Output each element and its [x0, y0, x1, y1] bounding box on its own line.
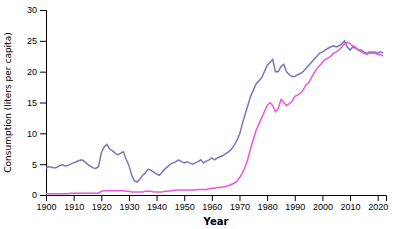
tick: 15 [27, 98, 46, 108]
tick-label: 5 [32, 160, 37, 170]
x-axis: 1900 1910 1920 1930 1940 1950 1960 1970 1980 1990… [36, 195, 388, 212]
tick-label: 25 [27, 36, 37, 46]
tick: 2020 [368, 195, 388, 212]
tick-label: 10 [27, 129, 37, 139]
tick-label: 2000 [313, 202, 333, 212]
tick: 25 [27, 36, 46, 46]
tick-label: 1910 [64, 202, 84, 212]
tick-mark [129, 195, 130, 201]
lines [46, 41, 383, 194]
tick: 1970 [230, 195, 250, 212]
tick-label: 1960 [202, 202, 222, 212]
series-line [46, 42, 383, 194]
chart: 1900 1910 1920 1930 1940 1950 1960 1970 1980 1990… [0, 0, 400, 229]
tick-mark [40, 41, 46, 42]
tick: 0 [32, 190, 46, 200]
plot-area: 1900 1910 1920 1930 1940 1950 1960 1970 1980 1990… [27, 5, 388, 212]
tick-mark [40, 195, 46, 196]
tick-label: 20 [27, 67, 37, 77]
axis-line [47, 196, 387, 202]
tick: 2000 [313, 195, 333, 212]
tick-mark [184, 195, 185, 201]
tick: 1980 [258, 195, 278, 212]
tick-mark [40, 133, 46, 134]
tick-mark [267, 195, 268, 201]
tick-mark [295, 195, 296, 201]
x-axis-title: Year [203, 216, 229, 227]
tick: 1940 [147, 195, 167, 212]
tick-mark [239, 195, 240, 201]
tick-mark [40, 72, 46, 73]
tick-mark [101, 195, 102, 201]
y-axis-title: Consumption (liters per capita) [3, 32, 13, 172]
tick-label: 1970 [230, 202, 250, 212]
tick: 1990 [285, 195, 305, 212]
tick-mark [40, 10, 46, 11]
tick-label: 1950 [175, 202, 195, 212]
tick-mark [350, 195, 351, 201]
tick: 30 [27, 5, 46, 15]
y-axis: 0 5 10 15 20 25 30 [27, 5, 47, 200]
tick-mark [322, 195, 323, 201]
tick-label: 1990 [285, 202, 305, 212]
tick: 1920 [92, 195, 112, 212]
tick-label: 1980 [258, 202, 278, 212]
tick-label: 2020 [368, 202, 388, 212]
tick-label: 0 [32, 190, 37, 200]
tick: 2010 [341, 195, 361, 212]
tick: 5 [32, 160, 46, 170]
tick-label: 1940 [147, 202, 167, 212]
tick: 1950 [175, 195, 195, 212]
tick: 1900 [36, 195, 56, 212]
tick: 10 [27, 129, 46, 139]
tick-mark [74, 195, 75, 201]
tick: 1930 [119, 195, 139, 212]
tick-mark [40, 164, 46, 165]
tick-mark [157, 195, 158, 201]
tick-label: 1920 [92, 202, 112, 212]
tick-mark [378, 195, 379, 201]
tick-label: 30 [27, 5, 37, 15]
series-line [46, 41, 383, 182]
tick: 20 [27, 67, 46, 77]
tick-label: 1900 [36, 202, 56, 212]
tick-label: 1930 [119, 202, 139, 212]
axis-line [40, 11, 47, 196]
tick-mark [212, 195, 213, 201]
tick: 1910 [64, 195, 84, 212]
tick-mark [40, 103, 46, 104]
tick-label: 15 [27, 98, 37, 108]
tick-label: 2010 [341, 202, 361, 212]
tick: 1960 [202, 195, 222, 212]
